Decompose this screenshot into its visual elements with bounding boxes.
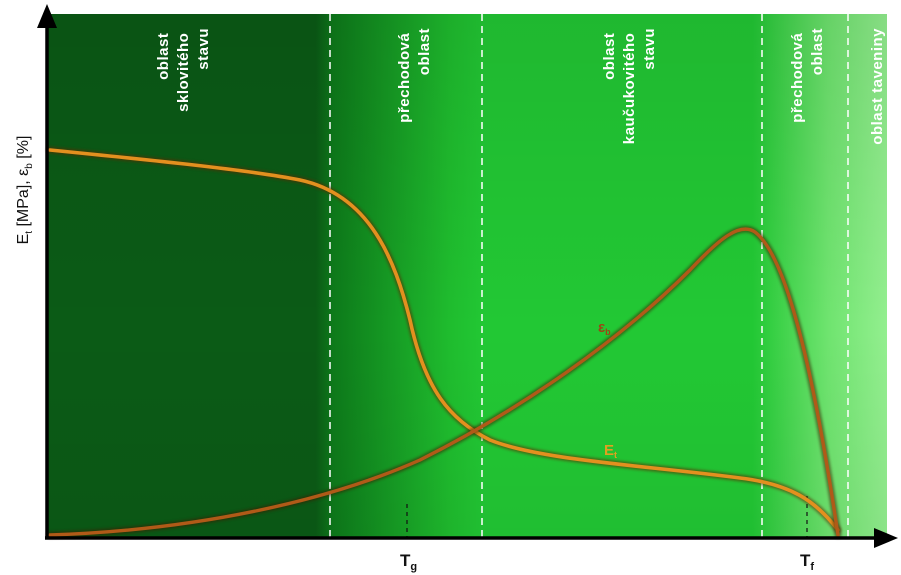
temperature-markers: [406, 496, 808, 538]
zone-label-glassy: oblast sklovitého stavu: [155, 28, 212, 112]
tf-label: Tf: [800, 551, 814, 573]
axes: [45, 22, 880, 540]
tg-label: Tg: [400, 551, 417, 573]
zone-dividers: [329, 14, 849, 538]
y-axis-label: Et [MPa], εb [%]: [15, 136, 35, 245]
zone-label-rubbery: oblast kaučukovitého stavu: [601, 28, 658, 144]
elongation-curve-label: εb: [598, 319, 611, 337]
curves: [46, 146, 842, 539]
y-axis-arrow: [37, 4, 57, 28]
zone-label-transition-1: přechodová oblast: [396, 28, 433, 123]
modulus-curve: [48, 148, 840, 532]
plot-shade: [47, 14, 887, 538]
zone-labels: oblast sklovitého stavu přechodová oblas…: [155, 28, 886, 145]
modulus-curve-label: Et: [604, 442, 617, 460]
elongation-curve: [48, 227, 840, 537]
zone-label-transition-2: přechodová oblast: [789, 28, 826, 123]
x-axis-arrow: [874, 528, 898, 548]
zone-label-melt: oblast taveniny: [869, 28, 886, 145]
